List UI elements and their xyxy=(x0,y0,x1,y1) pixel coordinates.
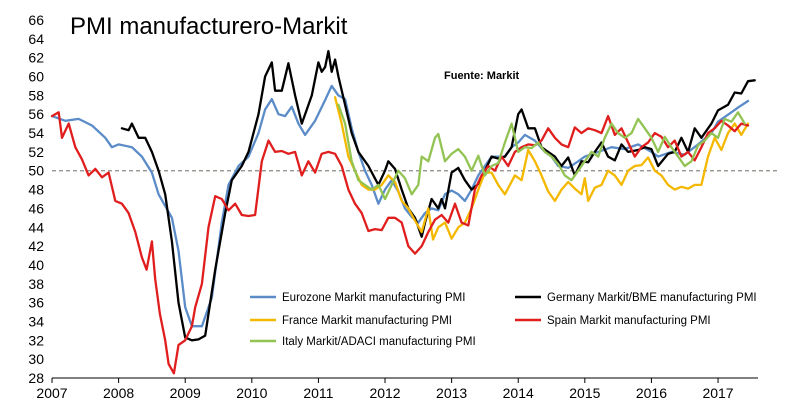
y-tick-label: 48 xyxy=(28,182,44,198)
series-group xyxy=(50,49,756,375)
y-tick-label: 58 xyxy=(28,87,44,103)
y-tick-label: 56 xyxy=(28,106,44,122)
x-tick-label: 2014 xyxy=(503,385,534,401)
y-tick-label: 30 xyxy=(28,351,44,367)
y-tick-label: 52 xyxy=(28,144,44,160)
y-tick-label: 64 xyxy=(28,31,44,47)
y-tick-label: 42 xyxy=(28,238,44,254)
x-tick-label: 2016 xyxy=(636,385,667,401)
x-tick-label: 2008 xyxy=(103,385,134,401)
x-tick-label: 2010 xyxy=(236,385,267,401)
y-tick-label: 66 xyxy=(28,12,44,28)
series-line-3 xyxy=(50,111,750,375)
legend-label-2: France Markit manufacturing PMI xyxy=(282,315,452,327)
x-tick-label: 2007 xyxy=(36,385,67,401)
y-tick-label: 46 xyxy=(28,200,44,216)
series-line-2 xyxy=(333,96,750,241)
y-tick-label: 34 xyxy=(28,313,44,329)
y-tick-label: 50 xyxy=(28,163,44,179)
source-annotation: Fuente: Markit xyxy=(444,70,520,82)
legend-label-4: Italy Markit/ADACI manufacturing PMI xyxy=(282,336,476,348)
y-tick-label: 62 xyxy=(28,50,44,66)
x-tick-label: 2009 xyxy=(170,385,201,401)
x-tick-label: 2013 xyxy=(436,385,467,401)
y-tick-label: 54 xyxy=(28,125,44,141)
y-tick-label: 40 xyxy=(28,257,44,273)
legend-label-0: Eurozone Markit manufacturing PMI xyxy=(282,292,465,304)
x-tick-label: 2017 xyxy=(702,385,733,401)
y-tick-label: 32 xyxy=(28,332,44,348)
y-tick-label: 44 xyxy=(28,219,44,235)
chart-title: PMI manufacturero-Markit xyxy=(70,13,348,40)
series-line-4 xyxy=(337,103,746,201)
y-tick-label: 38 xyxy=(28,276,44,292)
y-tick-label: 36 xyxy=(28,295,44,311)
legend: Eurozone Markit manufacturing PMI Germany… xyxy=(250,292,757,348)
legend-label-3: Spain Markit manufacturing PMI xyxy=(547,315,711,327)
axes: 28 30 32 34 36 38 40 42 44 46 48 50 52 54 56 58 60 62 64 66… xyxy=(28,12,758,401)
y-tick-label: 60 xyxy=(28,69,44,85)
x-tick-label: 2012 xyxy=(369,385,400,401)
legend-label-1: Germany Markit/BME manufacturing PMI xyxy=(547,292,757,304)
x-tick-label: 2015 xyxy=(569,385,600,401)
x-tick-label: 2011 xyxy=(303,385,333,401)
y-tick-label: 28 xyxy=(28,370,44,386)
